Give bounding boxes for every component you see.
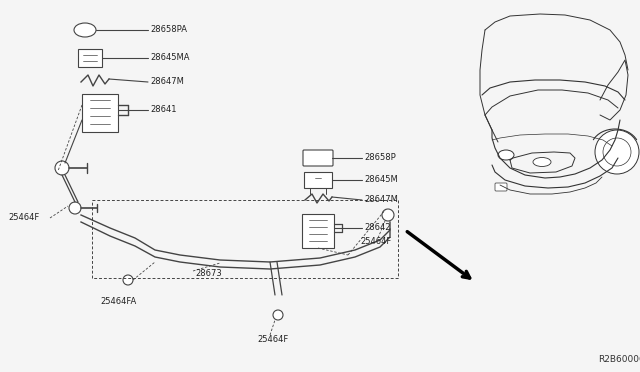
Circle shape [595, 130, 639, 174]
Ellipse shape [74, 23, 96, 37]
Circle shape [69, 202, 81, 214]
FancyBboxPatch shape [78, 49, 102, 67]
Circle shape [123, 275, 133, 285]
FancyBboxPatch shape [303, 150, 333, 166]
Text: 25464F: 25464F [8, 214, 39, 222]
FancyBboxPatch shape [495, 183, 507, 191]
Ellipse shape [498, 150, 514, 160]
Text: 28642: 28642 [364, 224, 390, 232]
Circle shape [55, 161, 69, 175]
Circle shape [382, 209, 394, 221]
Circle shape [273, 310, 283, 320]
FancyBboxPatch shape [82, 94, 118, 132]
Text: 25464F: 25464F [360, 237, 391, 247]
FancyBboxPatch shape [302, 214, 334, 248]
Text: 25464FA: 25464FA [100, 298, 136, 307]
Text: 28673: 28673 [195, 269, 221, 279]
Text: 28647M: 28647M [150, 77, 184, 87]
Circle shape [603, 138, 631, 166]
Text: R2B60006: R2B60006 [598, 356, 640, 365]
Text: 28641: 28641 [150, 106, 177, 115]
Text: 28658P: 28658P [364, 154, 396, 163]
Text: 28658PA: 28658PA [150, 26, 187, 35]
Text: 25464F: 25464F [257, 336, 288, 344]
Text: 28647M: 28647M [364, 196, 398, 205]
Text: 28645M: 28645M [364, 176, 397, 185]
Text: 28645MA: 28645MA [150, 54, 189, 62]
FancyBboxPatch shape [304, 172, 332, 188]
Ellipse shape [533, 157, 551, 167]
